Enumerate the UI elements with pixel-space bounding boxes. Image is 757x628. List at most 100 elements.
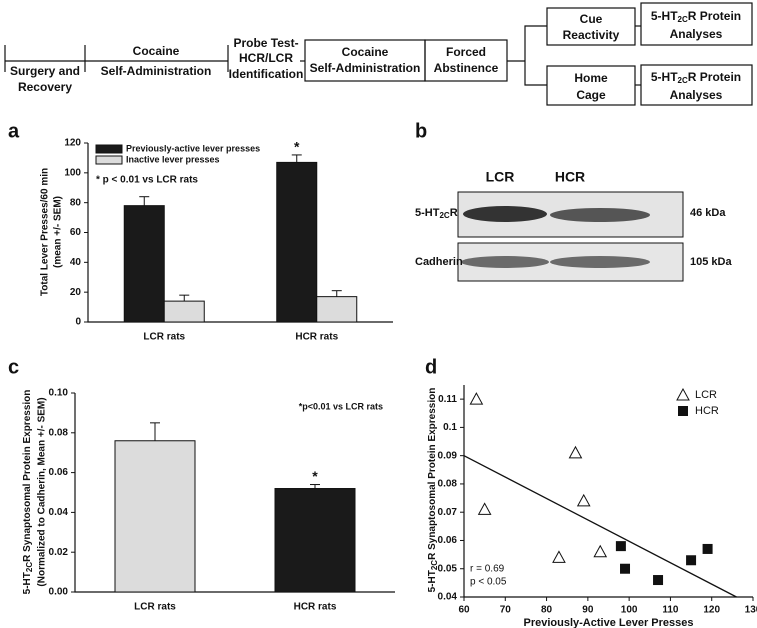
y-tick-label: 0.1 [443, 422, 457, 433]
annotation: *p<0.01 vs LCR rats [299, 401, 383, 411]
y-tick-label: 0.10 [49, 388, 69, 399]
step-text: HCR/LCR [239, 51, 293, 65]
step-text: Cocaine [342, 45, 389, 59]
legend-label: HCR [695, 405, 719, 417]
x-tick-label: 120 [703, 605, 720, 616]
step-text: Surgery and [10, 64, 80, 78]
analysis-box [640, 64, 753, 106]
x-tick-label: 80 [541, 605, 553, 616]
legend-label: Inactive lever presses [126, 154, 220, 164]
point [593, 544, 608, 558]
y-axis-label-part: R Synaptosomal Protein Expression [427, 388, 438, 560]
bar [114, 440, 196, 593]
y-tick-label: 40 [70, 257, 82, 268]
x-tick-label: 110 [662, 605, 679, 616]
x-axis-label: Previously-Active Lever Presses [524, 617, 694, 628]
x-tick-label: 130 [745, 605, 757, 616]
bar [276, 161, 318, 323]
significance: * [294, 139, 300, 155]
y-axis-label: 5-HT2CR Synaptosomal Protein Expression [22, 390, 34, 595]
panel-label: d [425, 356, 437, 378]
annotation: r = 0.69 [470, 564, 505, 575]
band [550, 208, 650, 222]
y-tick-label: 0.11 [438, 394, 457, 405]
lane-label: HCR [555, 169, 585, 185]
y-tick-label: 0.07 [438, 507, 458, 518]
x-tick-label: LCR rats [134, 602, 176, 613]
y-axis-label-part: 5-HT [427, 570, 438, 592]
step-text: Forced [446, 45, 486, 59]
step-text: Self-Administration [310, 61, 421, 75]
point [686, 555, 697, 566]
x-tick-label: 70 [500, 605, 512, 616]
y-axis-label-part: 5-HT [22, 572, 33, 594]
y-axis-label: (Normalized to Cadherin, Mean +/- SEM) [37, 397, 48, 586]
y-tick-label: 120 [64, 138, 81, 149]
y-axis-label: Total Lever Presses/60 min [40, 168, 51, 296]
band [550, 256, 650, 268]
step-text: Identification [229, 67, 304, 81]
step-text: Probe Test- [233, 36, 298, 50]
analysis-text: 5-HT2CR Protein [651, 70, 741, 85]
panel-label: b [415, 120, 427, 142]
branch-text: Reactivity [563, 28, 620, 42]
legend-marker [676, 387, 690, 401]
branch-line [524, 25, 547, 86]
legend-label: Previously-active lever presses [126, 143, 260, 153]
legend-label: LCR [695, 389, 717, 401]
annotation: p < 0.05 [470, 577, 507, 588]
x-tick-label: 60 [458, 605, 470, 616]
bar [123, 205, 165, 323]
band [461, 256, 549, 268]
significance: * [312, 468, 318, 484]
row-label: 5-HT2CR [415, 207, 458, 220]
y-tick-label: 0.08 [438, 479, 458, 490]
y-tick-label: 0.04 [49, 507, 69, 518]
bar [274, 488, 356, 593]
analysis-text: Analyses [670, 88, 723, 102]
x-tick-label: HCR rats [294, 602, 337, 613]
y-tick-label: 20 [70, 287, 82, 298]
row-label: Cadherin [415, 256, 463, 268]
y-tick-label: 0.08 [49, 427, 69, 438]
branch-text: Cage [576, 88, 606, 102]
point [568, 445, 583, 459]
point [620, 563, 631, 574]
y-axis-label-part: R Synaptosomal Protein Expression [22, 390, 33, 562]
panel-label: c [8, 356, 19, 378]
step-text: Self-Administration [101, 64, 212, 78]
step-text: Recovery [18, 80, 72, 94]
y-tick-label: 0.06 [438, 535, 458, 546]
step-text: Cocaine [133, 44, 180, 58]
x-tick-label: 90 [582, 605, 594, 616]
lane-label: LCR [486, 169, 515, 185]
panel-label: a [8, 120, 20, 142]
x-tick-label: LCR rats [143, 332, 185, 343]
y-tick-label: 0.02 [49, 547, 69, 558]
timeline: Surgery and Recovery Cocaine Self-Admini… [4, 2, 753, 106]
point [469, 392, 484, 405]
y-tick-label: 80 [70, 197, 82, 208]
y-tick-label: 0.09 [438, 450, 458, 461]
y-tick-label: 100 [64, 167, 81, 178]
branch-text: Home [574, 71, 608, 85]
analysis-text: 5-HT2CR Protein [651, 9, 741, 24]
band [463, 206, 547, 222]
analysis-text: Analyses [670, 27, 723, 41]
y-axis-label: (mean +/- SEM) [53, 196, 64, 268]
x-tick-label: HCR rats [295, 332, 338, 343]
y-axis-label-sub: 2C [430, 560, 439, 570]
legend-swatch [95, 155, 123, 165]
bar [163, 300, 205, 323]
size-label: 46 kDa [690, 207, 726, 219]
x-tick-label: 100 [621, 605, 638, 616]
blot-panel: b LCR HCR 5-HT2CR Cadherin 46 kDa 105 kD… [415, 120, 732, 282]
annotation: * p < 0.01 vs LCR rats [96, 175, 198, 186]
point [615, 541, 626, 552]
point [702, 543, 713, 554]
point [653, 575, 664, 586]
point [576, 493, 591, 507]
branch-text: Cue [580, 12, 603, 26]
step-text: Abstinence [434, 61, 499, 75]
